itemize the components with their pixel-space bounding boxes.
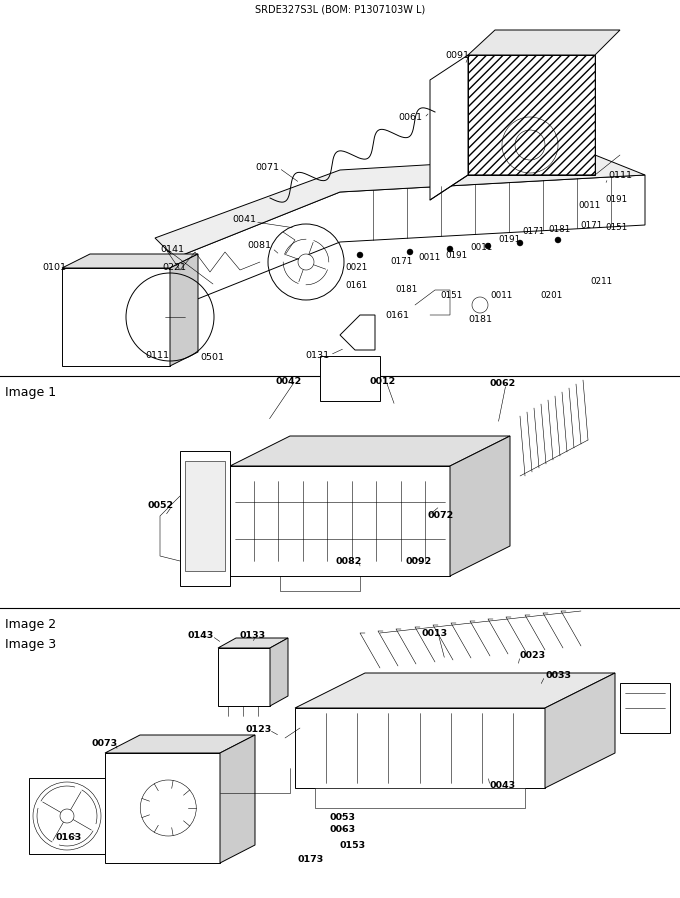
Polygon shape bbox=[155, 155, 645, 258]
Text: 0053: 0053 bbox=[330, 814, 356, 823]
Text: 0153: 0153 bbox=[340, 841, 366, 850]
Text: 0052: 0052 bbox=[148, 501, 174, 510]
Text: 0072: 0072 bbox=[428, 512, 454, 521]
Circle shape bbox=[485, 243, 491, 249]
Polygon shape bbox=[105, 735, 255, 753]
Polygon shape bbox=[62, 254, 198, 268]
Text: 0071: 0071 bbox=[255, 163, 279, 172]
Text: 0011: 0011 bbox=[490, 290, 512, 300]
Text: Image 3: Image 3 bbox=[5, 638, 56, 651]
Polygon shape bbox=[295, 708, 545, 788]
Text: 0191: 0191 bbox=[498, 235, 520, 244]
Text: 0041: 0041 bbox=[232, 216, 256, 224]
Circle shape bbox=[447, 246, 453, 252]
Circle shape bbox=[357, 252, 363, 258]
Polygon shape bbox=[320, 356, 380, 401]
Text: 0181: 0181 bbox=[395, 286, 418, 295]
Text: Image 1: Image 1 bbox=[5, 386, 56, 399]
Text: 0211: 0211 bbox=[590, 277, 612, 286]
Polygon shape bbox=[468, 30, 620, 55]
Polygon shape bbox=[315, 788, 525, 808]
Polygon shape bbox=[29, 778, 105, 854]
Circle shape bbox=[555, 237, 561, 243]
Text: 0081: 0081 bbox=[247, 241, 271, 250]
Text: 0013: 0013 bbox=[422, 629, 448, 638]
Text: 0501: 0501 bbox=[200, 354, 224, 363]
Polygon shape bbox=[170, 254, 198, 366]
Polygon shape bbox=[545, 673, 615, 788]
Text: 0012: 0012 bbox=[370, 376, 396, 385]
Text: 0143: 0143 bbox=[188, 631, 214, 640]
Text: 0133: 0133 bbox=[240, 631, 266, 640]
Text: 0221: 0221 bbox=[162, 263, 186, 272]
Text: Image 2: Image 2 bbox=[5, 618, 56, 631]
Text: 0111: 0111 bbox=[145, 350, 169, 359]
Text: 0191: 0191 bbox=[605, 196, 627, 205]
Polygon shape bbox=[105, 753, 220, 863]
Text: SRDE327S3L (BOM: P1307103W L): SRDE327S3L (BOM: P1307103W L) bbox=[255, 4, 425, 14]
Text: 0171: 0171 bbox=[580, 221, 602, 230]
Text: 0043: 0043 bbox=[490, 781, 516, 790]
Polygon shape bbox=[218, 648, 270, 706]
Text: 0011: 0011 bbox=[578, 200, 600, 209]
Text: 0171: 0171 bbox=[522, 227, 544, 236]
Text: 0011: 0011 bbox=[418, 253, 440, 262]
Text: 0062: 0062 bbox=[490, 380, 516, 389]
Text: 0023: 0023 bbox=[520, 652, 546, 661]
Text: 0181: 0181 bbox=[468, 315, 492, 324]
Circle shape bbox=[517, 240, 523, 246]
Text: 0161: 0161 bbox=[345, 280, 367, 289]
Polygon shape bbox=[218, 638, 288, 648]
Polygon shape bbox=[340, 315, 375, 350]
Text: 0082: 0082 bbox=[335, 557, 361, 566]
Text: 0061: 0061 bbox=[398, 113, 422, 122]
Polygon shape bbox=[180, 451, 230, 586]
Text: 0151: 0151 bbox=[440, 290, 462, 300]
Polygon shape bbox=[185, 461, 225, 571]
Circle shape bbox=[407, 249, 413, 255]
Text: 0141: 0141 bbox=[160, 245, 184, 254]
Polygon shape bbox=[230, 436, 510, 466]
Polygon shape bbox=[175, 175, 645, 308]
Text: 0191: 0191 bbox=[445, 251, 467, 260]
Text: 0063: 0063 bbox=[330, 825, 356, 834]
Text: 0091: 0091 bbox=[445, 50, 469, 59]
Text: 0171: 0171 bbox=[390, 258, 412, 267]
Polygon shape bbox=[62, 268, 170, 366]
Text: 0073: 0073 bbox=[91, 738, 117, 747]
Text: 0011: 0011 bbox=[470, 243, 492, 252]
Text: 0033: 0033 bbox=[545, 672, 571, 681]
Polygon shape bbox=[220, 735, 255, 863]
Text: 0173: 0173 bbox=[298, 856, 324, 865]
Text: 0042: 0042 bbox=[275, 376, 301, 385]
Text: 0123: 0123 bbox=[245, 726, 271, 735]
Polygon shape bbox=[620, 683, 670, 733]
Text: 0101: 0101 bbox=[42, 263, 66, 272]
Text: 0201: 0201 bbox=[540, 290, 562, 300]
Text: 0111: 0111 bbox=[608, 171, 632, 180]
Text: 0151: 0151 bbox=[605, 224, 627, 233]
Polygon shape bbox=[430, 55, 468, 200]
Polygon shape bbox=[270, 638, 288, 706]
Polygon shape bbox=[468, 55, 595, 175]
Text: 0161: 0161 bbox=[385, 311, 409, 320]
Text: 0163: 0163 bbox=[55, 833, 81, 842]
Circle shape bbox=[298, 254, 314, 270]
Circle shape bbox=[60, 809, 74, 823]
Text: 0092: 0092 bbox=[405, 557, 431, 566]
Polygon shape bbox=[230, 466, 450, 576]
Polygon shape bbox=[295, 673, 615, 708]
Text: 0181: 0181 bbox=[548, 225, 571, 234]
Text: 0021: 0021 bbox=[345, 263, 367, 272]
Polygon shape bbox=[450, 436, 510, 576]
Text: 0131: 0131 bbox=[305, 350, 329, 359]
